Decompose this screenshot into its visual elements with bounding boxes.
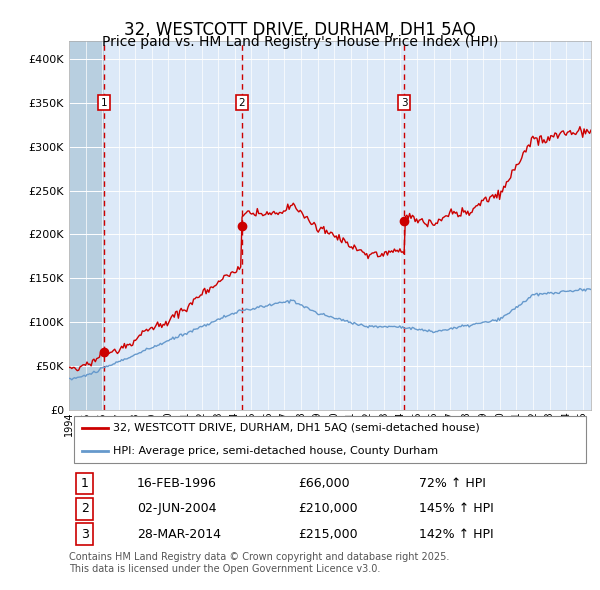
Text: Price paid vs. HM Land Registry's House Price Index (HPI): Price paid vs. HM Land Registry's House … — [102, 35, 498, 50]
Text: 1: 1 — [101, 98, 107, 108]
Text: 1: 1 — [81, 477, 89, 490]
Text: £66,000: £66,000 — [299, 477, 350, 490]
Text: £215,000: £215,000 — [299, 528, 358, 541]
Text: 142% ↑ HPI: 142% ↑ HPI — [419, 528, 493, 541]
Text: 02-JUN-2004: 02-JUN-2004 — [137, 502, 217, 516]
Text: 16-FEB-1996: 16-FEB-1996 — [137, 477, 217, 490]
Text: 72% ↑ HPI: 72% ↑ HPI — [419, 477, 485, 490]
FancyBboxPatch shape — [74, 415, 586, 464]
Text: 2: 2 — [238, 98, 245, 108]
Text: 3: 3 — [81, 528, 89, 541]
Text: 145% ↑ HPI: 145% ↑ HPI — [419, 502, 493, 516]
Text: 28-MAR-2014: 28-MAR-2014 — [137, 528, 221, 541]
Text: £210,000: £210,000 — [299, 502, 358, 516]
Text: Contains HM Land Registry data © Crown copyright and database right 2025.
This d: Contains HM Land Registry data © Crown c… — [69, 552, 449, 574]
Text: 2: 2 — [81, 502, 89, 516]
Text: 32, WESTCOTT DRIVE, DURHAM, DH1 5AQ: 32, WESTCOTT DRIVE, DURHAM, DH1 5AQ — [124, 21, 476, 39]
Text: HPI: Average price, semi-detached house, County Durham: HPI: Average price, semi-detached house,… — [113, 446, 439, 456]
Bar — [69, 41, 104, 410]
Text: 32, WESTCOTT DRIVE, DURHAM, DH1 5AQ (semi-detached house): 32, WESTCOTT DRIVE, DURHAM, DH1 5AQ (sem… — [113, 423, 480, 433]
Text: 3: 3 — [401, 98, 408, 108]
